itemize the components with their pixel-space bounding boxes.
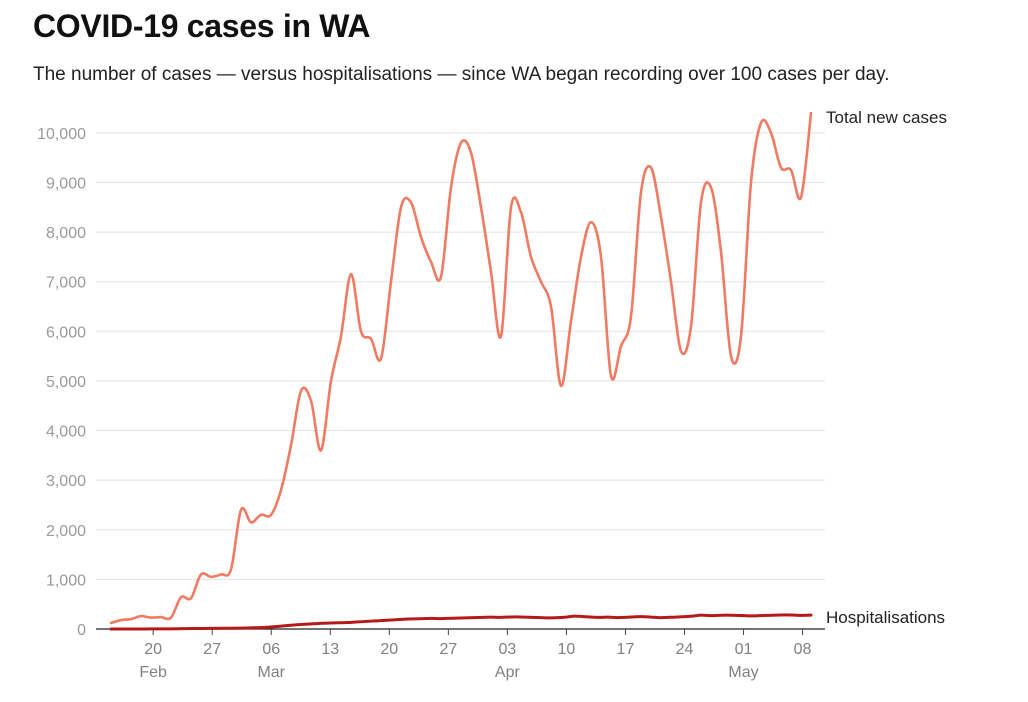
x-month-label: Feb bbox=[139, 664, 167, 681]
x-tick-label: 13 bbox=[321, 641, 339, 658]
y-tick-label: 2,000 bbox=[46, 523, 86, 540]
chart-title: COVID-19 cases in WA bbox=[33, 8, 371, 44]
series-line-total-new-cases bbox=[109, 111, 813, 625]
chart-subtitle: The number of cases — versus hospitalisa… bbox=[33, 64, 890, 85]
x-axis-ticks: 20 Feb 27 06 Mar 13 20 27 03 Apr 10 17 24 01 May 08 bbox=[139, 629, 812, 681]
series-line-hospitalisations bbox=[109, 613, 813, 631]
y-tick-label: 7,000 bbox=[46, 275, 86, 292]
x-tick-label: 03 bbox=[498, 641, 516, 658]
series-lines bbox=[109, 111, 813, 631]
x-tick-label: 08 bbox=[794, 641, 812, 658]
x-month-label: Mar bbox=[257, 664, 285, 681]
x-tick-label: 10 bbox=[558, 641, 576, 658]
series-label-total-new-cases: Total new cases bbox=[826, 108, 947, 127]
x-tick-label: 20 bbox=[380, 641, 398, 658]
y-axis-ticks: 0 1,000 2,000 3,000 4,000 5,000 6,000 7,000 8,00… bbox=[37, 126, 86, 639]
y-tick-label: 8,000 bbox=[46, 225, 86, 242]
y-tick-label: 10,000 bbox=[37, 126, 86, 143]
x-month-label: Apr bbox=[495, 664, 521, 681]
y-tick-label: 0 bbox=[77, 622, 86, 639]
y-tick-label: 1,000 bbox=[46, 572, 86, 589]
x-tick-label: 01 bbox=[735, 641, 753, 658]
x-tick-label: 27 bbox=[203, 641, 221, 658]
x-month-label: May bbox=[728, 664, 758, 681]
series-labels: Total new cases Hospitalisations bbox=[826, 108, 947, 627]
x-tick-label: 24 bbox=[676, 641, 694, 658]
x-tick-label: 20 bbox=[144, 641, 162, 658]
x-tick-label: 27 bbox=[439, 641, 457, 658]
x-tick-label: 06 bbox=[262, 641, 280, 658]
x-tick-label: 17 bbox=[617, 641, 635, 658]
gridlines bbox=[96, 132, 825, 630]
y-tick-label: 5,000 bbox=[46, 374, 86, 391]
y-tick-label: 6,000 bbox=[46, 324, 86, 341]
y-tick-label: 3,000 bbox=[46, 473, 86, 490]
series-label-hospitalisations: Hospitalisations bbox=[826, 608, 945, 627]
y-tick-label: 9,000 bbox=[46, 175, 86, 192]
y-tick-label: 4,000 bbox=[46, 424, 86, 441]
